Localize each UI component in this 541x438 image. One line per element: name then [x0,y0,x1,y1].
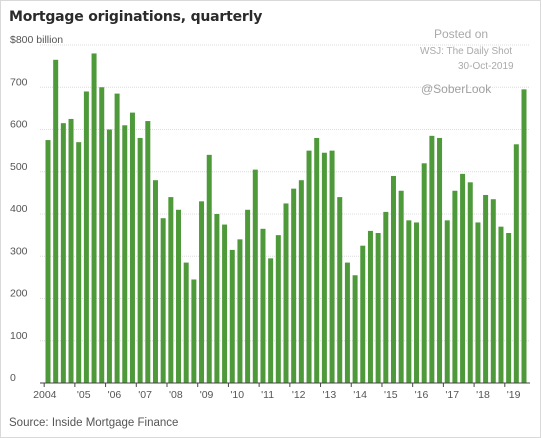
watermark-source: WSJ: The Daily Shot [420,46,513,57]
bar [329,150,335,384]
bars [45,53,527,384]
x-tick-label: '15 [384,389,398,401]
y-tick-label: 300 [10,245,28,257]
bar [252,169,258,383]
bar [114,93,120,383]
chart-title: Mortgage originations, quarterly [9,9,263,25]
bar [429,135,435,383]
bar [437,137,443,383]
bar [76,142,82,383]
bar [152,180,158,383]
bar [229,249,235,383]
bar [498,226,504,383]
bar [53,59,59,383]
bar [191,279,197,383]
bar [122,125,128,383]
bar [160,218,166,383]
bar [314,137,320,383]
bar [360,245,366,383]
x-axis-ticks: 2004 '05 '06 '07 '08 '09 '10 '11 '12 '13 '14 '15 '16… [33,383,521,401]
y-tick-label: $800 billion [10,34,63,46]
x-tick-label: '17 [445,389,459,401]
bar [375,233,381,383]
bar [68,118,74,383]
bar [91,53,97,383]
bar [398,190,404,383]
x-tick-label: '07 [138,389,152,401]
bar [137,137,143,383]
bar [452,190,458,383]
y-tick-label: 600 [10,119,28,131]
source-note: Source: Inside Mortgage Finance [9,417,179,429]
y-tick-label: 500 [10,161,28,173]
bar [444,220,450,383]
bar [206,154,212,383]
bar [199,201,205,383]
watermark-handle: @SoberLook [421,82,492,96]
bar [214,214,220,383]
bar [245,209,251,383]
bar [176,209,182,383]
bar [99,87,105,383]
bar [45,140,51,383]
bar [83,91,89,383]
bar [283,203,289,383]
y-tick-label: 400 [10,203,28,215]
y-tick-label: 0 [10,372,16,384]
x-tick-label: '13 [323,389,337,401]
bar [298,180,304,383]
bar [521,89,527,384]
bar [421,163,427,383]
x-tick-label: '05 [77,389,91,401]
bar [513,144,519,383]
bar [390,175,396,383]
bar [260,228,266,383]
x-tick-label: '14 [353,389,367,401]
bar [414,222,420,383]
x-tick-label: '11 [261,389,274,401]
bar [467,182,473,383]
bar [483,194,489,383]
y-tick-label: 700 [10,76,28,88]
x-tick-label: '12 [292,389,306,401]
bar [291,188,297,383]
x-tick-label: '10 [230,389,244,401]
y-axis-ticks: $800 billion 700 600 500 400 300 200 100 0 [10,34,63,384]
x-tick-label: '09 [200,389,214,401]
bar [183,262,189,383]
bar [344,262,350,383]
bar [106,129,112,383]
x-tick-label: '19 [507,389,521,401]
x-tick-label: '16 [415,389,429,401]
bar [145,121,151,384]
x-tick-label: '06 [108,389,122,401]
x-tick-label: '18 [476,389,490,401]
bar [60,123,66,383]
bar [306,150,312,384]
bar [129,112,135,383]
bar [490,199,496,383]
bar [460,173,466,383]
bar [275,235,281,384]
bar [168,197,174,383]
bar [475,222,481,383]
y-tick-label: 100 [10,330,28,342]
bar [268,258,274,383]
bar [237,239,243,383]
watermark-posted-on: Posted on [434,27,489,41]
x-tick-label: 2004 [33,389,57,401]
bar [406,220,412,383]
bar [367,230,373,383]
y-tick-label: 200 [10,288,28,300]
bar [321,152,327,383]
watermark-date: 30-Oct-2019 [458,61,514,72]
bar [222,224,228,383]
bar [352,275,358,383]
bar [337,197,343,383]
x-tick-label: '08 [169,389,183,401]
bar [383,211,389,383]
bar [506,233,512,383]
